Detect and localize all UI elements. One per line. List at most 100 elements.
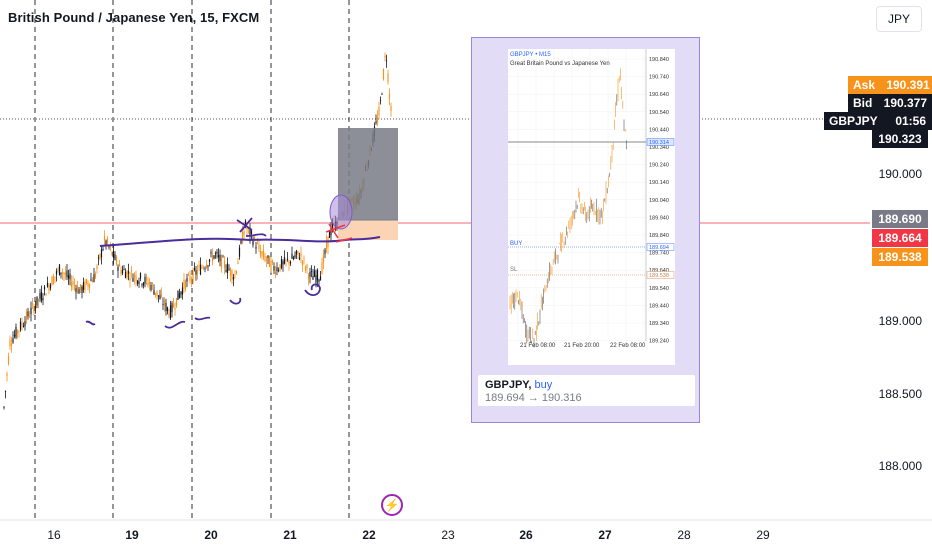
candle-body bbox=[190, 278, 193, 281]
price-axis-label: 188.000 bbox=[878, 459, 922, 473]
candle-body bbox=[244, 220, 247, 227]
candle-body bbox=[234, 275, 236, 277]
candle-body bbox=[237, 262, 239, 264]
candle-body bbox=[214, 252, 217, 254]
candle-body bbox=[135, 275, 137, 282]
candle-body bbox=[211, 254, 214, 262]
candle-body bbox=[67, 275, 70, 279]
candle-body bbox=[130, 269, 133, 272]
trend-curve bbox=[99, 236, 381, 247]
mini-price-box bbox=[646, 138, 675, 146]
candle-body bbox=[238, 247, 241, 257]
time-axis-label: 27 bbox=[598, 528, 612, 542]
candle-body bbox=[118, 263, 121, 267]
chart-title: British Pound / Japanese Yen, 15, FXCM bbox=[8, 10, 260, 25]
candle-body bbox=[180, 291, 182, 295]
time-axis-label: 19 bbox=[125, 528, 139, 542]
candle-body bbox=[192, 269, 194, 283]
candle-body bbox=[325, 241, 328, 249]
candle-body bbox=[306, 264, 308, 269]
mini-chart-header: GBPJPY • M15 bbox=[510, 52, 551, 58]
candle-body bbox=[27, 311, 29, 317]
candle-body bbox=[48, 285, 50, 291]
candle-body bbox=[141, 284, 143, 286]
candle-body bbox=[93, 274, 95, 283]
level-price-tag-2: 189.664 bbox=[872, 229, 928, 247]
candle-body bbox=[127, 270, 130, 274]
candle-body bbox=[298, 257, 301, 260]
currency-button[interactable]: JPY bbox=[876, 6, 922, 32]
candle-body bbox=[184, 280, 187, 290]
candle-body bbox=[285, 259, 287, 261]
candle-body bbox=[270, 260, 272, 271]
lightning-icon[interactable]: ⚡ bbox=[381, 494, 403, 516]
candle-body bbox=[36, 296, 38, 306]
mini-y-label: 190.240 bbox=[649, 163, 669, 169]
entry-marks bbox=[325, 223, 353, 243]
candle-body bbox=[12, 338, 14, 343]
candle-body bbox=[69, 273, 71, 280]
candle-body bbox=[60, 272, 62, 275]
candle-body bbox=[172, 304, 175, 308]
time-axis-label: 22 bbox=[362, 528, 376, 542]
mini-y-label: 190.340 bbox=[649, 145, 669, 151]
candle-body bbox=[297, 251, 299, 255]
time-axis-label: 29 bbox=[756, 528, 770, 542]
mini-x-label: 22 Feb 08:00 bbox=[610, 343, 646, 349]
mini-sl-label: SL bbox=[510, 267, 518, 273]
candle-body bbox=[304, 266, 307, 270]
candle-body bbox=[99, 253, 101, 260]
candle-body bbox=[312, 276, 314, 280]
candle-body bbox=[291, 253, 293, 259]
candle-body bbox=[171, 302, 173, 313]
candle-body bbox=[138, 281, 140, 284]
mini-y-label: 189.940 bbox=[649, 215, 669, 221]
candle-body bbox=[294, 255, 296, 258]
mini-x-label: 21 Feb 20:00 bbox=[564, 343, 600, 349]
candle-body bbox=[219, 254, 221, 262]
candle-body bbox=[193, 267, 196, 270]
candle-body bbox=[330, 227, 332, 236]
candle-body bbox=[205, 264, 208, 268]
bid-value: 190.377 bbox=[877, 94, 932, 112]
candle-body bbox=[292, 257, 295, 260]
candle-body bbox=[177, 290, 179, 300]
candle-body bbox=[262, 250, 265, 258]
time-axis-label: 20 bbox=[204, 528, 218, 542]
candle-body bbox=[202, 267, 205, 269]
candle-body bbox=[148, 281, 151, 285]
candle-body bbox=[199, 264, 202, 275]
candle-body bbox=[208, 259, 211, 262]
candle-body bbox=[145, 276, 148, 280]
candle-body bbox=[220, 255, 223, 268]
candle-body bbox=[319, 276, 322, 281]
candle-body bbox=[66, 270, 68, 278]
candle-body bbox=[240, 240, 242, 244]
level-3-value: 189.538 bbox=[872, 248, 928, 266]
candle-body bbox=[102, 248, 104, 250]
candle-body bbox=[277, 270, 280, 271]
idea-snapshot-panel[interactable]: 190.840 190.740 190.640 190.540 190.440 190.3… bbox=[471, 37, 700, 423]
symbol-label: GBPJPY bbox=[824, 112, 883, 130]
level-price-tag-1: 189.690 bbox=[872, 210, 928, 228]
candle-body bbox=[313, 270, 316, 277]
candle-body bbox=[222, 256, 224, 258]
candle-body bbox=[279, 264, 281, 271]
candle-body bbox=[316, 270, 319, 281]
candle-body bbox=[91, 279, 94, 283]
candle-body bbox=[196, 270, 199, 275]
candle-body bbox=[52, 276, 55, 284]
cross-annotation bbox=[236, 217, 267, 237]
candle-body bbox=[276, 267, 278, 272]
candle-body bbox=[225, 270, 227, 272]
time-axis-label: 21 bbox=[283, 528, 297, 542]
candle-body bbox=[87, 283, 89, 287]
candle-body bbox=[3, 406, 5, 408]
candle-body bbox=[115, 256, 118, 265]
candle-body bbox=[322, 254, 325, 263]
mini-price-box bbox=[646, 243, 675, 251]
mini-y-label: 189.740 bbox=[649, 251, 669, 257]
candle-body bbox=[253, 236, 256, 241]
candle-body bbox=[106, 238, 109, 244]
